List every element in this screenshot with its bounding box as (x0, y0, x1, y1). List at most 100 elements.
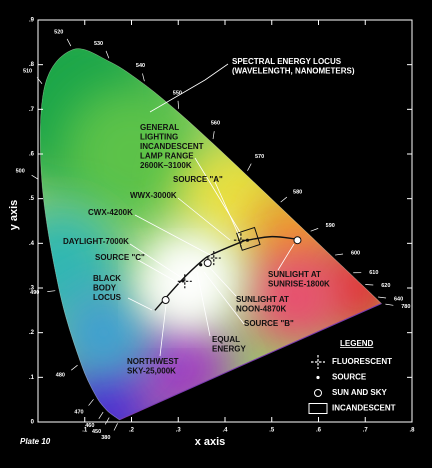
fluorescent-marker (311, 355, 325, 369)
leader-line (134, 214, 213, 257)
wavelength-label: 600 (351, 250, 360, 256)
legend-label: SUN AND SKY (332, 388, 387, 397)
wavelength-label: 520 (54, 29, 63, 35)
incandescent-marker (308, 403, 328, 414)
locus-tick (98, 411, 104, 419)
annotation: NORTHWEST (127, 357, 179, 366)
annotation: INCANDESCENT (140, 142, 204, 151)
x-tick-label: .1 (82, 428, 88, 434)
leader-line (209, 267, 237, 297)
x-tick-label: .2 (129, 428, 135, 434)
annotation: (WAVELENGTH, NANOMETERS) (232, 67, 355, 76)
cross (233, 233, 248, 248)
x-tick-label: .4 (222, 428, 228, 434)
annotation: SUNLIGHT AT (268, 270, 321, 279)
purple-line (119, 303, 382, 421)
wavelength-label: 380 (101, 435, 110, 441)
sun-sky-marker (314, 389, 322, 397)
locus-tick (47, 290, 56, 292)
annotation: SOURCE "B" (244, 319, 294, 328)
leader-line (194, 157, 241, 233)
annotation: SUNRISE-1800K (268, 280, 330, 289)
wavelength-label: 570 (255, 154, 264, 160)
leader-line (203, 271, 245, 325)
leader-line (214, 181, 241, 239)
y-tick-label: 0 (31, 420, 35, 426)
y-axis-label: y axis (8, 200, 20, 231)
leader-line (129, 243, 183, 279)
y-tick-label: .4 (29, 241, 35, 247)
annotation: SOURCE "A" (173, 175, 223, 184)
locus-tick (310, 228, 319, 232)
cross (311, 355, 325, 369)
source-marker (245, 238, 250, 242)
annotation: SPECTRAL ENERGY LOCUS (232, 57, 342, 66)
locus-tick (104, 417, 110, 425)
source-marker (199, 263, 203, 267)
annotation: LAMP RANGE (140, 152, 194, 161)
annotation: SOURCE "C" (95, 253, 145, 262)
annotation: NOON-4870K (236, 305, 286, 314)
incandescent-range (236, 226, 261, 251)
legend-title: LEGEND (340, 339, 374, 348)
fluorescent-marker (177, 274, 192, 289)
wavelength-label: 470 (74, 409, 83, 415)
y-tick-label: .8 (29, 62, 35, 68)
leader-line (177, 197, 231, 241)
y-tick-label: .1 (29, 375, 35, 381)
locus-tick (31, 174, 39, 180)
y-tick-label: .5 (29, 196, 35, 202)
spectral-locus (39, 48, 382, 421)
wavelength-label: 640 (394, 296, 403, 302)
annotation: WWX-3000K (130, 191, 177, 200)
wavelength-label: 500 (16, 168, 25, 174)
y-tick-label: .2 (29, 330, 35, 336)
source-marker (316, 375, 320, 380)
wavelength-label: 780 (401, 304, 410, 310)
leader-line (159, 304, 167, 357)
wavelength-label: 510 (23, 69, 32, 75)
annotation: ENERGY (212, 345, 246, 354)
wavelength-label: 530 (94, 41, 103, 47)
cross (206, 251, 221, 266)
x-tick-label: .5 (269, 428, 275, 434)
legend-label: FLUORESCENT (332, 357, 392, 366)
annotation: DAYLIGHT-7000K (63, 237, 129, 246)
locus-tick (66, 38, 72, 47)
annotation: EQUAL (212, 335, 240, 344)
y-tick-label: .9 (29, 18, 35, 24)
wavelength-label: 560 (211, 121, 220, 127)
leader-line (149, 63, 229, 113)
wavelength-label: 490 (30, 290, 39, 296)
wavelength-label: 460 (85, 423, 94, 429)
wavelength-label: 480 (56, 373, 65, 379)
locus-tick (71, 364, 78, 371)
x-tick-label: .6 (316, 428, 322, 434)
locus-tick (113, 423, 118, 431)
legend-label: INCANDESCENT (332, 404, 396, 413)
locus-tick (385, 303, 394, 306)
locus-tick (142, 73, 145, 82)
fill-blob (61, 84, 202, 224)
annotation: GENERAL (140, 123, 179, 132)
y-tick-label: .3 (29, 286, 35, 292)
blackbody-locus (154, 235, 296, 311)
locus-tick (212, 131, 215, 140)
locus-tick (378, 296, 387, 299)
wavelength-label: 540 (136, 63, 145, 69)
footer: Plate 10 (20, 437, 51, 446)
fill-blob (245, 246, 346, 347)
leader-line (196, 271, 211, 337)
locus-tick (88, 399, 94, 406)
x-tick-label: .8 (409, 428, 415, 434)
fluorescent-marker (233, 233, 248, 248)
annotation: CWX-4200K (88, 208, 133, 217)
y-tick-label: .7 (29, 107, 35, 113)
leader-line (137, 259, 183, 286)
annotation: SKY-25,000K (127, 367, 176, 376)
wavelength-label: 550 (173, 90, 182, 96)
locus-tick (105, 50, 110, 59)
locus-tick (335, 253, 344, 256)
